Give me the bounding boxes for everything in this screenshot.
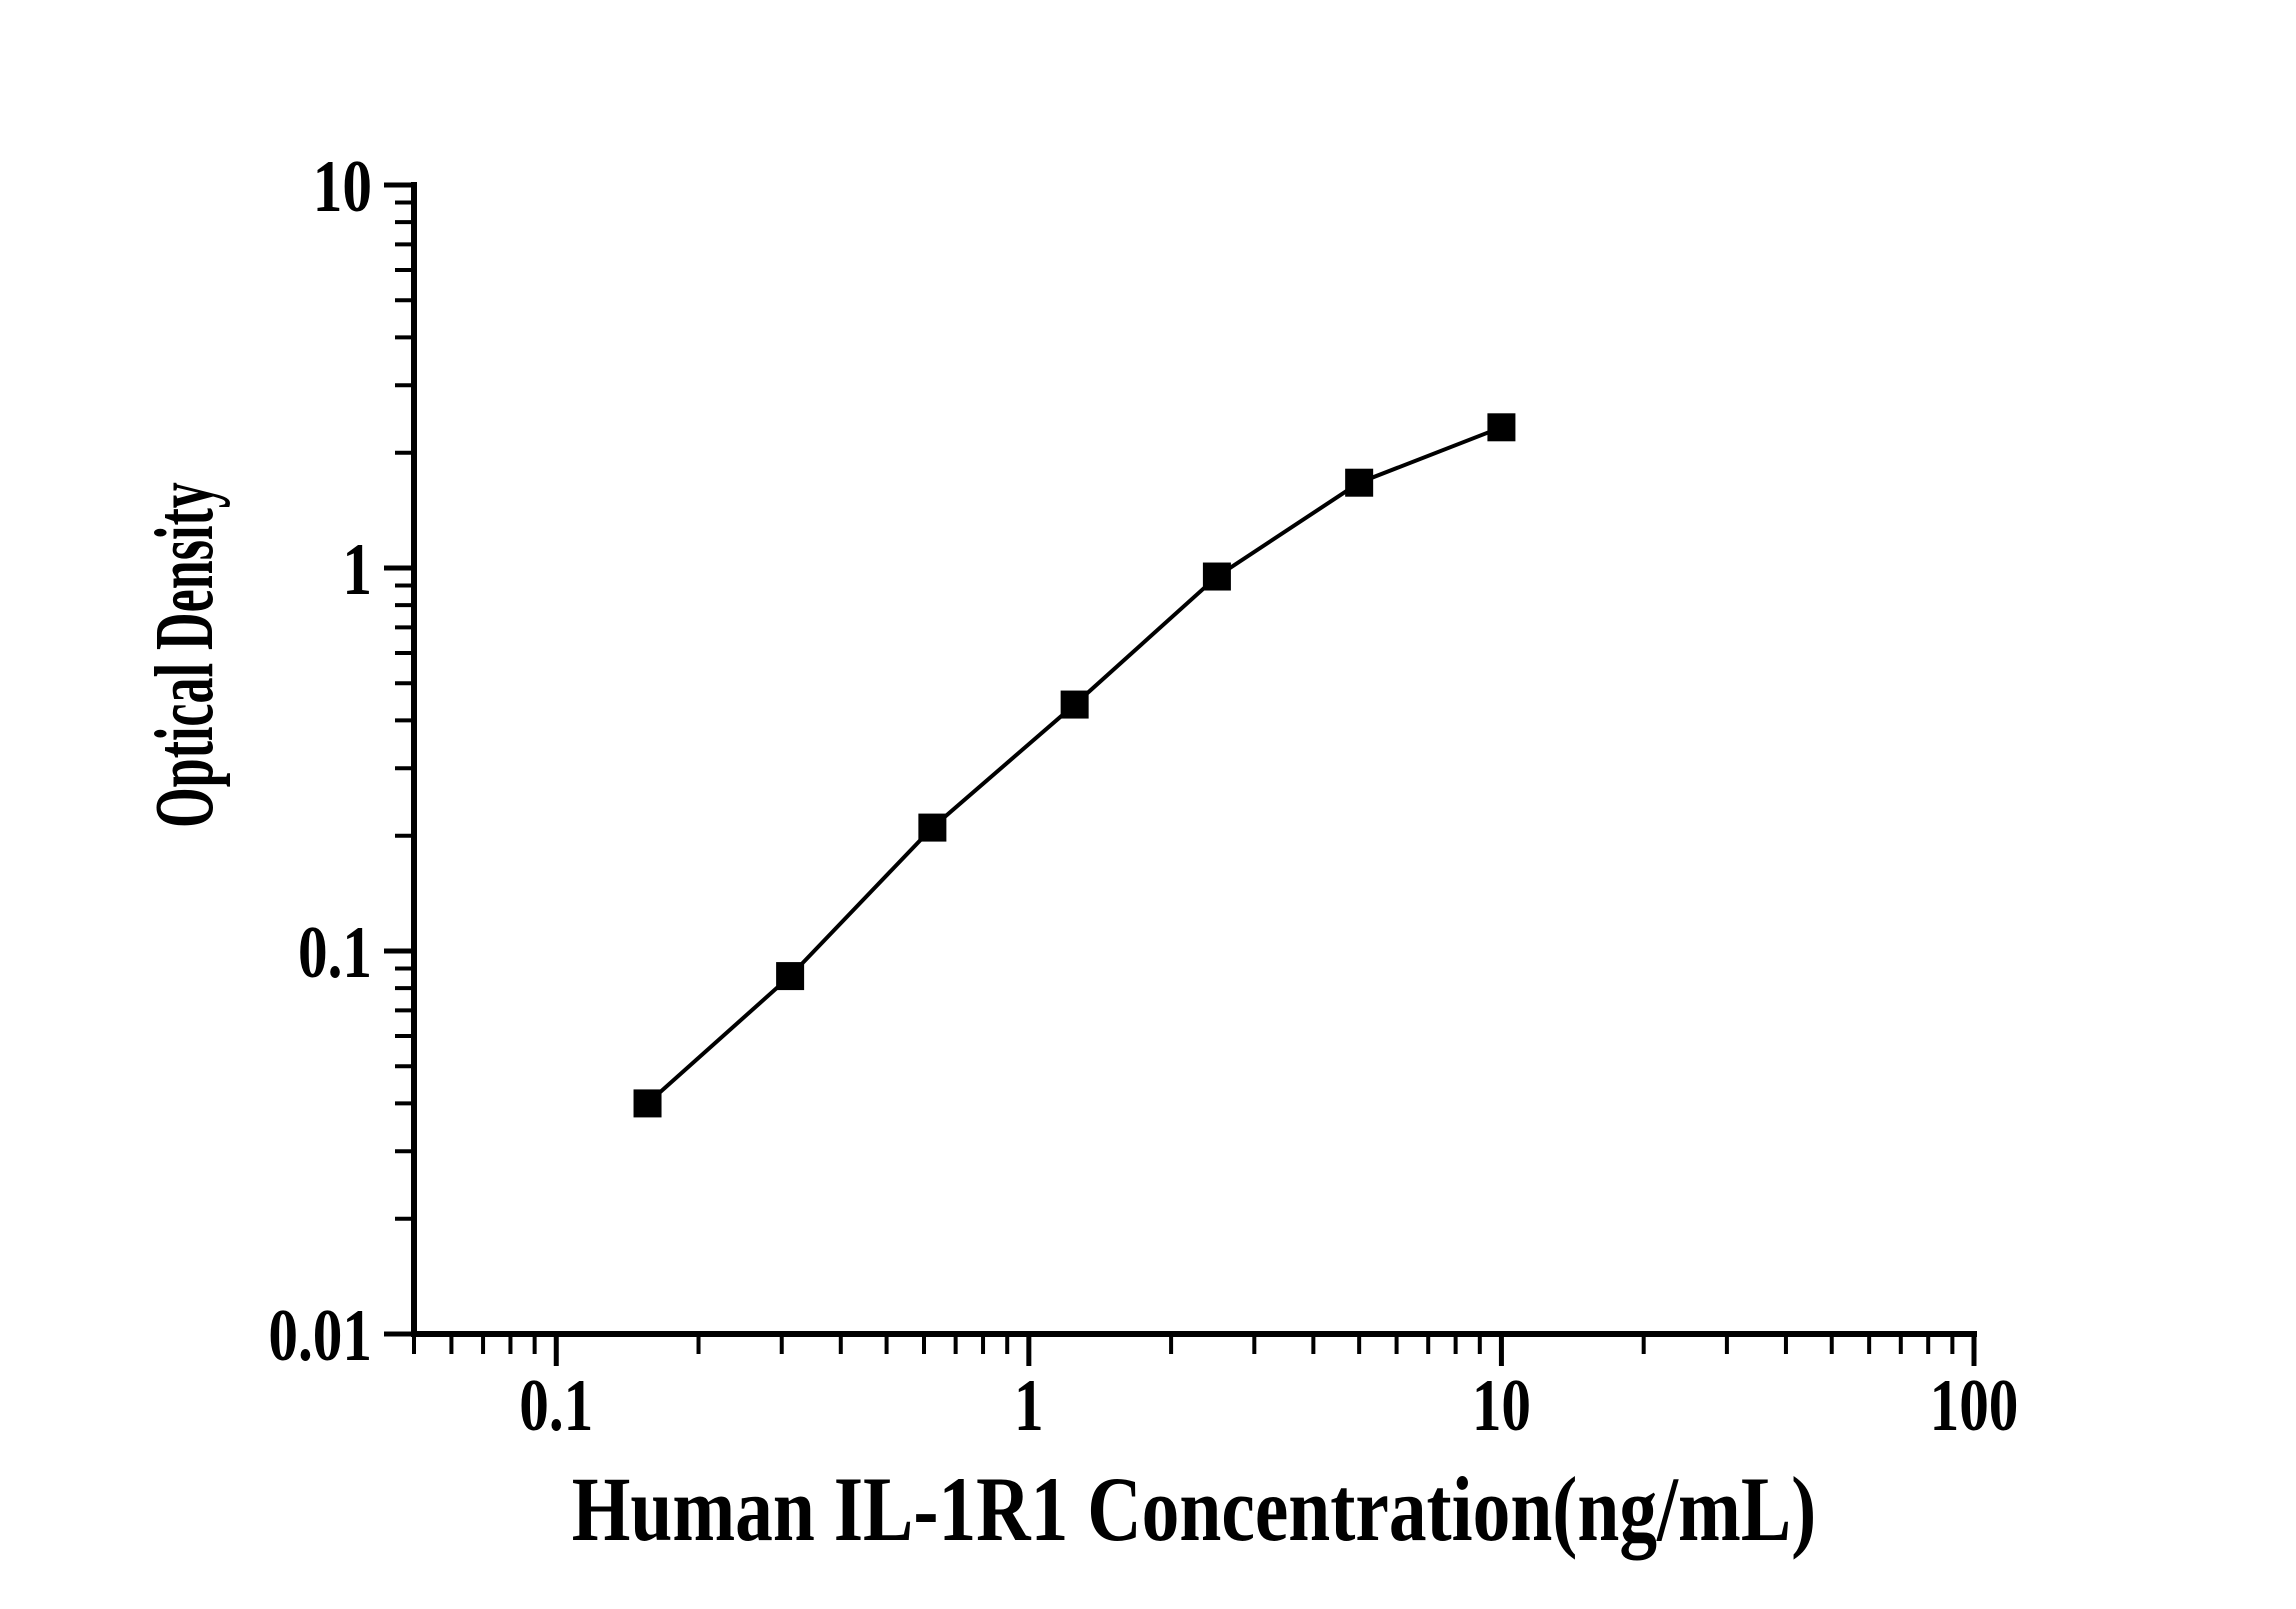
- series-line: [646, 425, 1503, 1105]
- axes: [384, 182, 1977, 1366]
- y-tick-label: 0.01: [268, 1295, 372, 1377]
- y-axis-title: Optical Density: [139, 482, 232, 828]
- x-axis-title: Human IL-1R1 Concentration(ng/mL): [572, 1459, 1817, 1561]
- y-tick-label: 1: [342, 529, 372, 611]
- data-point-marker: [1345, 468, 1374, 497]
- data-point-marker: [776, 962, 805, 991]
- data-point-marker: [918, 813, 947, 842]
- data-point-marker: [633, 1089, 662, 1118]
- axis-labels: 0.1 1 10 100 10 1 0.1 0.01 Human IL-1R1 Concentr…: [139, 146, 2019, 1561]
- y-tick-label: 10: [313, 146, 372, 228]
- x-tick-label: 100: [1930, 1365, 2019, 1447]
- axis-spines: [411, 182, 1977, 1337]
- data-series: [633, 413, 1516, 1118]
- data-point-marker: [1202, 562, 1231, 591]
- x-tick-label: 1: [1014, 1365, 1044, 1447]
- data-point-marker: [1487, 413, 1516, 442]
- y-tick-label: 0.1: [298, 912, 372, 994]
- x-tick-label: 10: [1472, 1365, 1531, 1447]
- x-tick-label: 0.1: [519, 1365, 593, 1447]
- data-point-marker: [1060, 690, 1089, 719]
